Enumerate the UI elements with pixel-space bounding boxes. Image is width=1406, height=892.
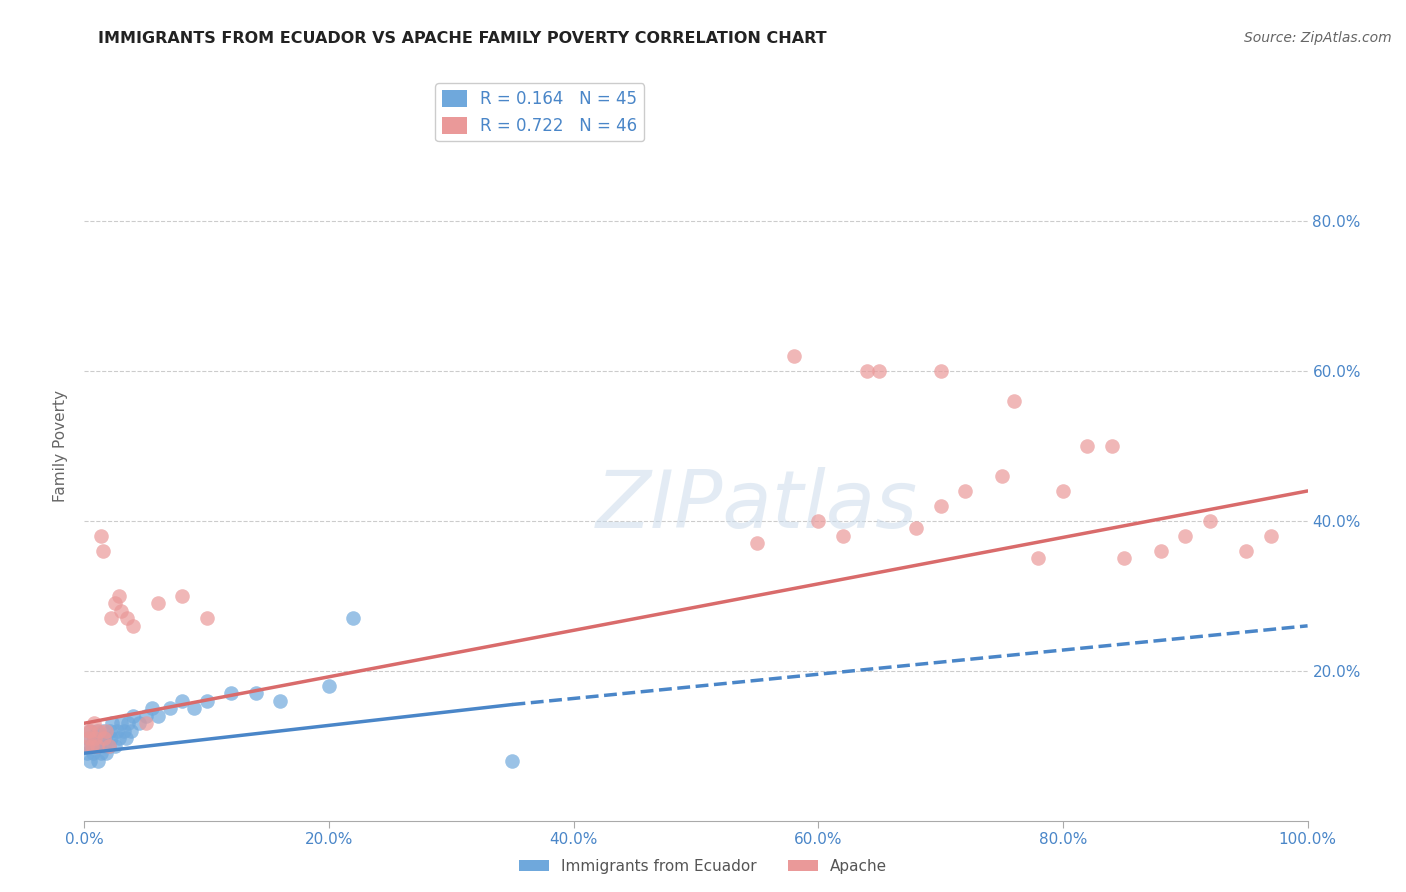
Text: ZIPatlas: ZIPatlas [596,467,918,545]
Point [905,521,928,535]
Point [146,596,169,610]
Point [77,731,100,746]
Point [77,739,100,753]
Point [1002,394,1025,409]
Point [77,723,100,738]
Point [96,723,118,738]
Text: Source: ZipAtlas.com: Source: ZipAtlas.com [1244,31,1392,45]
Point [90,746,112,760]
Point [146,708,169,723]
Point [1076,439,1098,453]
Text: IMMIGRANTS FROM ECUADOR VS APACHE FAMILY POVERTY CORRELATION CHART: IMMIGRANTS FROM ECUADOR VS APACHE FAMILY… [98,31,827,46]
Point [783,349,806,363]
Point [87,754,110,768]
Point [84,739,107,753]
Point [100,731,122,746]
Point [1028,551,1050,566]
Point [79,723,101,738]
Point [80,739,103,753]
Point [172,589,194,603]
Point [141,701,163,715]
Point [82,746,104,760]
Point [1114,551,1136,566]
Point [97,739,120,753]
Point [342,611,364,625]
Point [104,596,127,610]
Point [96,746,118,760]
Point [83,716,105,731]
Point [318,679,340,693]
Point [159,701,181,715]
Point [79,723,101,738]
Point [953,483,976,498]
Point [94,731,117,746]
Point [1198,514,1220,528]
Point [91,723,114,738]
Point [84,731,107,746]
Point [929,499,952,513]
Point [245,686,267,700]
Point [86,723,108,738]
Point [76,739,98,753]
Point [128,716,150,731]
Point [120,723,142,738]
Point [98,723,121,738]
Point [869,364,891,378]
Point [1236,544,1258,558]
Point [115,611,138,625]
Point [929,364,952,378]
Point [1260,529,1282,543]
Point [90,529,112,543]
Point [107,589,129,603]
Point [1052,483,1074,498]
Point [87,739,110,753]
Point [87,723,110,738]
Point [172,694,194,708]
Point [93,739,115,753]
Legend: R = 0.164   N = 45, R = 0.722   N = 46: R = 0.164 N = 45, R = 0.722 N = 46 [436,84,644,142]
Point [110,604,132,618]
Point [80,739,103,753]
Point [97,739,120,753]
Point [122,619,145,633]
Point [79,754,101,768]
Point [104,739,127,753]
Point [991,469,1014,483]
Point [1150,544,1173,558]
Point [101,716,124,731]
Point [747,536,769,550]
Point [83,731,105,746]
Point [831,529,853,543]
Point [112,723,135,738]
Point [76,746,98,760]
Point [93,731,115,746]
Point [91,544,114,558]
Point [195,611,218,625]
Point [100,611,122,625]
Point [77,731,100,746]
Point [110,716,132,731]
Point [105,723,128,738]
Point [502,754,524,768]
Point [1174,529,1197,543]
Point [107,731,129,746]
Point [86,739,108,753]
Point [117,716,139,731]
Point [195,694,218,708]
Point [269,694,291,708]
Point [135,708,157,723]
Point [807,514,830,528]
Point [856,364,879,378]
Y-axis label: Family Poverty: Family Poverty [53,390,69,502]
Point [183,701,205,715]
Legend: Immigrants from Ecuador, Apache: Immigrants from Ecuador, Apache [512,853,894,880]
Point [122,708,145,723]
Point [1101,439,1123,453]
Point [219,686,242,700]
Point [135,716,157,731]
Point [115,731,138,746]
Point [89,731,111,746]
